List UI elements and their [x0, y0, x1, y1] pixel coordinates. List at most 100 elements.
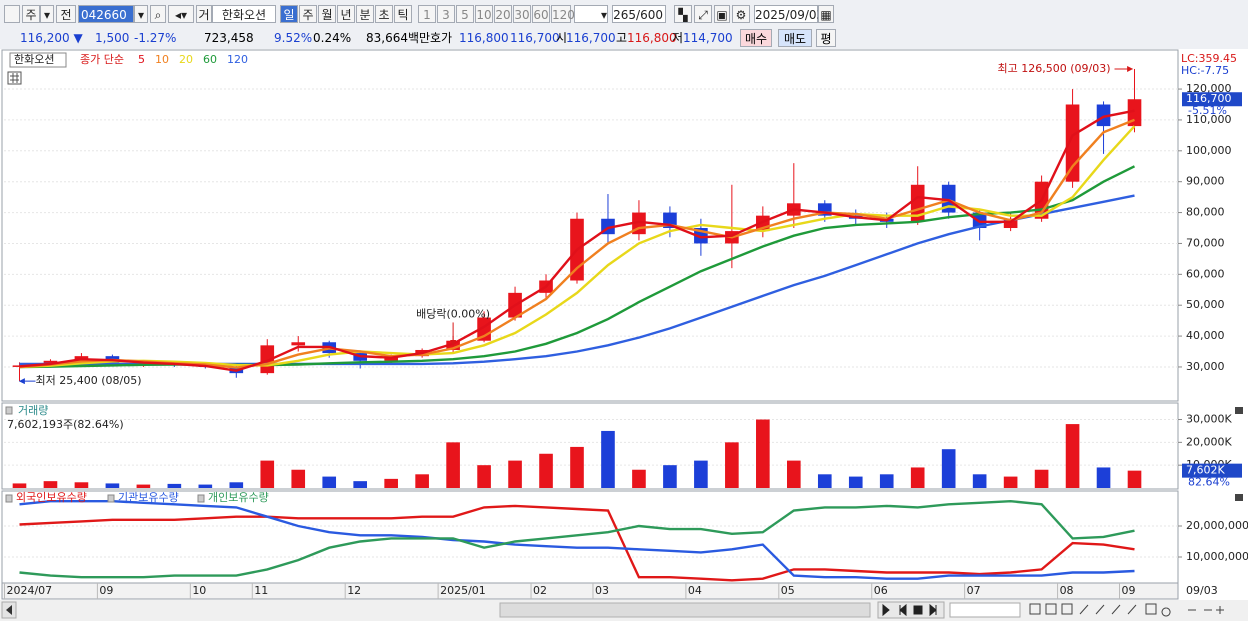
sound-button[interactable]: ◂▾ [168, 5, 194, 23]
ask: 116,800 [459, 31, 509, 45]
save-button[interactable]: ▣ [714, 5, 730, 23]
y-tick-label: 90,000 [1186, 175, 1225, 188]
volume-bar [663, 465, 677, 488]
scroll-left-arrow [6, 605, 12, 615]
last-volume-pct: 82.64% [1188, 476, 1230, 489]
volume-bar [415, 474, 429, 488]
x-tick-label: 02 [533, 584, 547, 597]
legend-icon [197, 494, 205, 503]
count-box[interactable]: 265/600 [612, 5, 666, 23]
market-select[interactable]: 주 [22, 5, 40, 23]
amount: 83,664백만 [366, 31, 431, 45]
annotation: 배당락(0.00%) [416, 307, 490, 320]
period-button[interactable]: 주 [299, 5, 317, 23]
candle-body [1003, 218, 1018, 229]
y-tick-label: 50,000 [1186, 298, 1225, 311]
period-button[interactable]: 3 [437, 5, 455, 23]
volume-bar [601, 430, 615, 488]
menu-icon[interactable] [4, 5, 20, 23]
y-tick-label: 20,000,000 [1186, 519, 1248, 532]
volume-bar [477, 465, 491, 488]
volume-bar [1065, 424, 1080, 488]
period-button[interactable]: 1 [418, 5, 436, 23]
volume-bar [198, 484, 213, 488]
x-tick-label: 04 [688, 584, 702, 597]
volume-bar [570, 446, 584, 488]
volume-bar [167, 483, 182, 488]
buy-button[interactable]: 매수 [740, 29, 772, 47]
panel-close[interactable] [1235, 407, 1243, 414]
price: 116,200 ▼ [20, 31, 83, 45]
volume-bar [229, 482, 244, 488]
code-input[interactable]: 042660 [78, 5, 134, 23]
hc-label: HC:-7.75 [1181, 64, 1229, 77]
panel-subtitle: 7,602,193주(82.64%) [7, 418, 124, 431]
change-label: -5.51% [1188, 104, 1227, 117]
date-input[interactable]: 2025/09/03 [754, 5, 824, 23]
volume-bar [694, 460, 708, 488]
stock-name[interactable]: 한화오션 [212, 5, 276, 23]
volume: 723,458 [204, 31, 254, 45]
candle-body [910, 184, 925, 222]
candle-body [1127, 99, 1142, 127]
volume-bar [74, 482, 89, 488]
playback-controls[interactable] [877, 601, 945, 619]
avg-button[interactable]: 평 [816, 29, 836, 47]
volume-bar [43, 481, 58, 488]
tool-icons[interactable] [1029, 603, 1224, 617]
legend-icon [107, 494, 115, 503]
period-button[interactable]: 20 [494, 5, 512, 23]
legend-entry: 20 [179, 53, 193, 66]
scope-button[interactable]: 전 [56, 5, 76, 23]
period-button[interactable]: 60 [532, 5, 550, 23]
period-button[interactable]: 분 [356, 5, 374, 23]
low-label: 저 [672, 31, 684, 45]
volume-bar [384, 478, 398, 488]
period-button[interactable]: 10 [475, 5, 493, 23]
volume-bar [632, 469, 646, 488]
x-tick-label: 08 [1060, 584, 1074, 597]
volume-bar [756, 419, 770, 488]
period-button[interactable]: 30 [513, 5, 531, 23]
period-button[interactable]: 초 [375, 5, 393, 23]
period-button[interactable]: 틱 [394, 5, 412, 23]
high-label: 고 [616, 31, 628, 45]
search-button[interactable]: ⌕ [150, 5, 166, 23]
x-tick-label: 2025/01 [440, 584, 486, 597]
interval-select[interactable]: ▾ [574, 5, 608, 23]
settings-button[interactable]: ⚙ [732, 5, 750, 23]
volume-bar [879, 474, 894, 488]
panel-close[interactable] [1235, 494, 1243, 501]
zoom-slider[interactable] [949, 602, 1021, 618]
high: 116,800 [627, 31, 677, 45]
type-button[interactable]: 거 [196, 5, 212, 23]
x-tick-label: 06 [874, 584, 888, 597]
scroll-thumb[interactable] [499, 602, 871, 618]
legend-entry: 60 [203, 53, 217, 66]
volume-bar [322, 476, 337, 488]
calendar-button[interactable]: ▦ [818, 5, 834, 23]
x-tick-label: 10 [192, 584, 206, 597]
tool-button[interactable]: ⤢ [694, 5, 712, 23]
sell-button[interactable]: 매도 [778, 29, 812, 47]
tool-button[interactable]: ▚ [674, 5, 692, 23]
candle-body [972, 212, 987, 229]
x-tick-label: 09 [99, 584, 113, 597]
grid-icon-lines [10, 73, 19, 83]
chart-title: 한화오션 [14, 53, 54, 66]
ma-line [19, 125, 1136, 369]
dropdown-arrow[interactable]: ▾ [134, 5, 148, 23]
period-button[interactable]: 120 [551, 5, 575, 23]
x-tick-label: 07 [967, 584, 981, 597]
volume-bar [725, 442, 739, 488]
x-axis-bar [1, 582, 1179, 600]
legend-entry: 5 [138, 53, 145, 66]
period-button[interactable]: 월 [318, 5, 336, 23]
period-button[interactable]: 5 [456, 5, 474, 23]
dropdown-arrow[interactable]: ▾ [40, 5, 54, 23]
period-button[interactable]: 년 [337, 5, 355, 23]
period-button[interactable]: 일 [280, 5, 298, 23]
grid-icon[interactable] [7, 71, 22, 85]
legend-icon [5, 406, 13, 415]
volume-bar [848, 476, 863, 488]
